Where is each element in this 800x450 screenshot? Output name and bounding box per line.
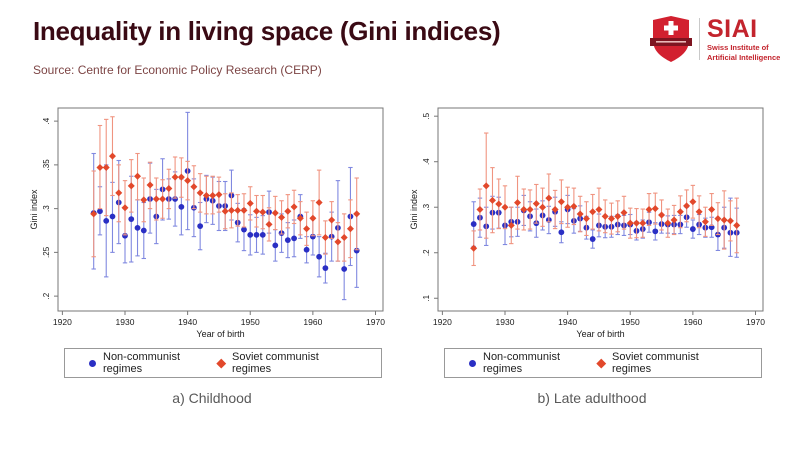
logo-acronym: SIAI [707,15,758,43]
noncommunist-circle-icon [89,359,96,367]
svg-text:.2: .2 [422,249,431,256]
source-note: Source: Centre for Economic Policy Resea… [33,63,322,77]
caption-late-adulthood: b) Late adulthood [537,390,647,406]
svg-text:.4: .4 [422,158,431,165]
svg-text:.2: .2 [42,292,51,299]
svg-text:1920: 1920 [433,317,452,327]
legend-item-soviet: Soviet communist regimes [597,351,737,375]
svg-text:.4: .4 [42,117,51,124]
svg-text:1930: 1930 [496,317,515,327]
svg-text:1930: 1930 [116,317,135,327]
svg-text:.35: .35 [42,159,51,171]
svg-text:1940: 1940 [178,317,197,327]
svg-text:.1: .1 [422,294,431,301]
logo-divider [699,18,700,60]
svg-text:1950: 1950 [621,317,640,327]
legend-item-noncommunist: Non-communist regimes [469,351,598,375]
logo-subtitle-line2: Artificial Intelligence [707,52,781,62]
svg-text:1960: 1960 [303,317,322,327]
svg-text:.3: .3 [422,203,431,210]
svg-text:Gini index: Gini index [409,189,419,230]
svg-text:1970: 1970 [746,317,765,327]
shield-icon [650,16,692,62]
svg-text:Year of birth: Year of birth [576,329,624,339]
legend-label: Soviet communist regimes [611,351,699,375]
chart-late-adulthood: .1 .2 .3 .4 .5 1920 1930 1940 1950 1960 1970 Gini i… [409,107,765,339]
logo-subtitle-line1: Swiss Institute of [707,43,769,52]
noncommunist-circle-icon [469,359,476,367]
page-title: Inequality in living space (Gini indices… [33,16,501,46]
svg-text:1920: 1920 [53,317,72,327]
svg-text:.3: .3 [42,205,51,212]
legend-item-noncommunist: Non-communist regimes [89,351,218,375]
chart-panel-late-adulthood: .1 .2 .3 .4 .5 1920 1930 1940 1950 1960 1970 Gini i… [408,96,776,406]
legend-item-soviet: Soviet communist regimes [217,351,357,375]
svg-text:.5: .5 [422,112,431,119]
legend-late-adulthood: Non-communist regimes Soviet communist r… [444,348,762,378]
siai-logo: SIAI Swiss Institute of Artificial Intel… [648,13,780,65]
legend-label: Soviet communist regimes [231,351,319,375]
legend-label: Non-communist regimes [103,351,181,375]
svg-text:Gini index: Gini index [29,189,39,230]
svg-text:.25: .25 [42,246,51,258]
svg-text:1960: 1960 [683,317,702,327]
soviet-diamond-icon [217,358,227,368]
chart-panel-childhood: .2 .25 .3 .35 .4 1920 1930 1940 1950 1960 1970 Gini… [28,96,396,406]
svg-text:1950: 1950 [241,317,260,327]
soviet-diamond-icon [597,358,607,368]
legend-childhood: Non-communist regimes Soviet communist r… [64,348,382,378]
chart-childhood: .2 .25 .3 .35 .4 1920 1930 1940 1950 1960 1970 Gini… [29,107,385,339]
caption-childhood: a) Childhood [172,390,252,406]
legend-label: Non-communist regimes [483,351,561,375]
svg-text:1940: 1940 [558,317,577,327]
svg-text:1970: 1970 [366,317,385,327]
svg-text:Year of birth: Year of birth [196,329,244,339]
